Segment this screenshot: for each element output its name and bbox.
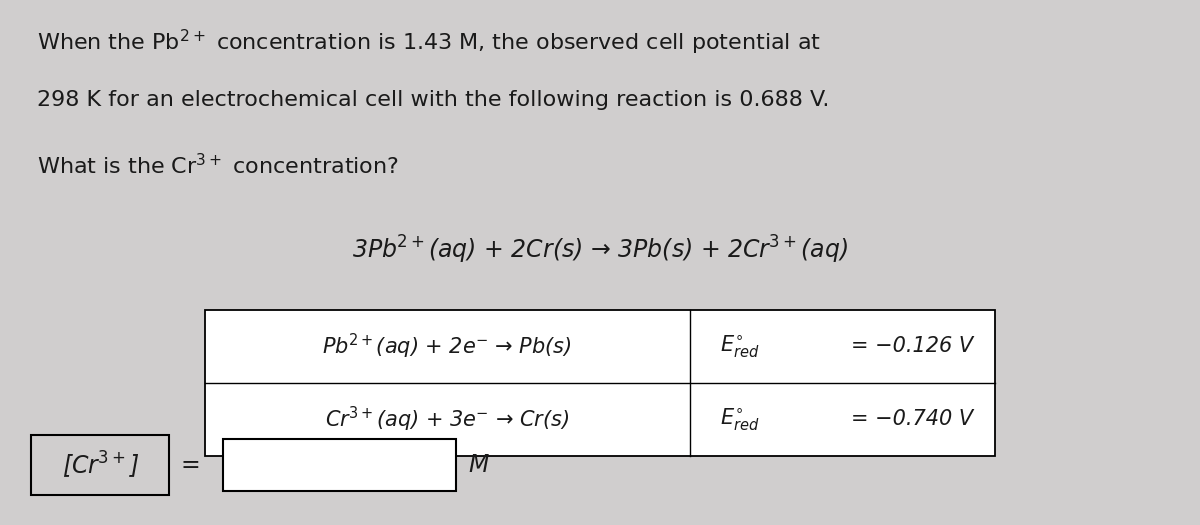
Text: Cr$^{3+}$(aq) + 3e$^{-}$ → Cr(s): Cr$^{3+}$(aq) + 3e$^{-}$ → Cr(s) <box>325 405 570 434</box>
Text: Pb$^{2+}$(aq) + 2e$^{-}$ → Pb(s): Pb$^{2+}$(aq) + 2e$^{-}$ → Pb(s) <box>323 331 572 361</box>
Text: $E^{\circ}_{red}$: $E^{\circ}_{red}$ <box>720 333 760 359</box>
Text: =: = <box>181 453 200 477</box>
Text: M: M <box>468 453 488 477</box>
Text: 298 K for an electrochemical cell with the following reaction is 0.688 V.: 298 K for an electrochemical cell with t… <box>37 90 829 110</box>
Text: [Cr$^{3+}$]: [Cr$^{3+}$] <box>62 449 139 480</box>
Text: What is the Cr$^{3+}$ concentration?: What is the Cr$^{3+}$ concentration? <box>37 153 400 178</box>
Text: When the Pb$^{2+}$ concentration is 1.43 M, the observed cell potential at: When the Pb$^{2+}$ concentration is 1.43… <box>37 27 821 57</box>
FancyBboxPatch shape <box>223 439 456 491</box>
Text: = −0.740 V: = −0.740 V <box>852 409 973 429</box>
Text: 3Pb$^{2+}$(aq) + 2Cr(s) → 3Pb(s) + 2Cr$^{3+}$(aq): 3Pb$^{2+}$(aq) + 2Cr(s) → 3Pb(s) + 2Cr$^… <box>352 234 848 266</box>
FancyBboxPatch shape <box>31 435 169 495</box>
FancyBboxPatch shape <box>205 310 995 456</box>
Text: = −0.126 V: = −0.126 V <box>852 336 973 356</box>
Text: $E^{\circ}_{red}$: $E^{\circ}_{red}$ <box>720 406 760 432</box>
